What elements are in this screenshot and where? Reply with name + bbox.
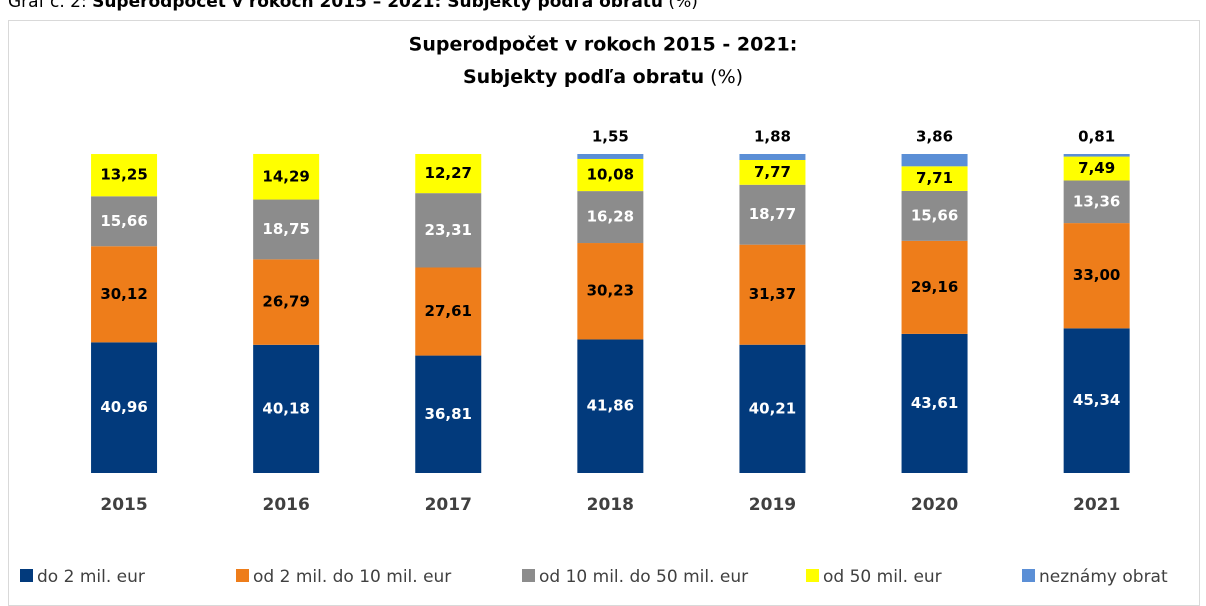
- data-label: 0,81: [1078, 128, 1115, 146]
- bar-segment: [739, 154, 806, 160]
- data-label: 13,25: [100, 166, 147, 184]
- caption-prefix: Graf č. 2:: [8, 0, 92, 12]
- caption-bold: Superodpočet v rokoch 2015 – 2021: Subje…: [92, 0, 663, 12]
- legend-swatch: [806, 569, 819, 582]
- data-label: 23,31: [425, 221, 472, 239]
- data-label: 33,00: [1073, 266, 1120, 284]
- bar-segment: [1063, 223, 1130, 329]
- data-label: 16,28: [587, 208, 634, 226]
- chart-title-2: Subjekty podľa obratu (%): [463, 66, 743, 88]
- data-label: 14,29: [262, 167, 309, 185]
- bar-segment: [577, 158, 644, 192]
- bar-segment: [253, 153, 320, 200]
- bar-segment: [901, 154, 968, 167]
- data-label: 18,75: [262, 220, 309, 238]
- data-label: 7,49: [1078, 159, 1115, 177]
- data-label: 27,61: [425, 302, 472, 320]
- data-label: 40,96: [100, 398, 147, 416]
- x-tick-label: 2021: [1073, 495, 1120, 515]
- legend-swatch: [236, 569, 249, 582]
- bar-segment: [577, 154, 644, 159]
- bar-segment: [91, 196, 158, 247]
- bar-segment: [415, 355, 482, 473]
- bar-segment: [253, 344, 320, 473]
- x-tick-label: 2017: [425, 495, 472, 515]
- data-label: 1,88: [754, 128, 791, 146]
- data-label: 10,08: [587, 166, 634, 184]
- bar-segment: [1063, 328, 1130, 473]
- data-label: 29,16: [911, 278, 958, 296]
- bar-segment: [901, 166, 968, 191]
- legend-label: do 2 mil. eur: [37, 567, 145, 587]
- chart-title: Superodpočet v rokoch 2015 - 2021:: [409, 34, 798, 56]
- data-label: 43,61: [911, 394, 958, 412]
- data-label: 13,36: [1073, 192, 1120, 210]
- bar-segment: [577, 243, 644, 340]
- legend-swatch: [20, 569, 33, 582]
- data-label: 18,77: [749, 205, 796, 223]
- data-label: 40,21: [749, 399, 796, 417]
- x-tick-label: 2020: [911, 495, 958, 515]
- legend-swatch: [1022, 569, 1035, 582]
- x-tick-label: 2018: [587, 495, 634, 515]
- legend-label: od 50 mil. eur: [823, 567, 942, 587]
- bar-segment: [901, 190, 968, 241]
- bar-segment: [1063, 156, 1130, 181]
- bar-segment: [415, 267, 482, 356]
- data-label: 12,27: [425, 164, 472, 182]
- data-label: 36,81: [425, 405, 472, 423]
- bar-segment: [577, 191, 644, 244]
- data-label: 31,37: [749, 285, 796, 303]
- bar-segment: [415, 193, 482, 268]
- data-label: 7,71: [916, 169, 953, 187]
- chart-title-unit: (%): [710, 66, 743, 88]
- x-tick-label: 2015: [100, 495, 147, 515]
- data-label: 41,86: [587, 397, 634, 415]
- data-label: 45,34: [1073, 391, 1120, 409]
- bar-segment: [577, 339, 644, 473]
- legend-label: neznámy obrat: [1039, 567, 1168, 587]
- bar-segment: [1063, 180, 1130, 224]
- bar-segment: [901, 240, 968, 334]
- x-tick-label: 2019: [749, 495, 796, 515]
- caption-suffix: (%): [663, 0, 698, 12]
- bar-segment: [253, 259, 320, 345]
- bar-segment: [739, 344, 806, 473]
- x-tick-label: 2016: [262, 495, 309, 515]
- data-label: 3,86: [916, 128, 953, 146]
- bar-segment: [415, 154, 482, 194]
- legend-swatch: [522, 569, 535, 582]
- data-label: 30,23: [587, 282, 634, 300]
- bar-segment: [739, 184, 806, 245]
- data-label: 7,77: [754, 163, 791, 181]
- bar-segment: [1063, 154, 1130, 157]
- bar-segment: [253, 199, 320, 260]
- bar-segment: [91, 342, 158, 473]
- bar-segment: [739, 244, 806, 345]
- legend-label: od 10 mil. do 50 mil. eur: [539, 567, 748, 587]
- data-label: 15,66: [100, 212, 147, 230]
- data-label: 15,66: [911, 206, 958, 224]
- data-label: 30,12: [100, 285, 147, 303]
- bar-segment: [91, 246, 158, 343]
- chart-title-line: Subjekty podľa obratu: [463, 66, 704, 88]
- data-label: 26,79: [262, 293, 309, 311]
- data-label: 40,18: [262, 399, 309, 417]
- legend-label: od 2 mil. do 10 mil. eur: [253, 567, 451, 587]
- bar-segment: [739, 159, 806, 185]
- bar-segment: [91, 154, 158, 197]
- bar-segment: [901, 333, 968, 473]
- data-label: 1,55: [592, 128, 629, 146]
- caption: Graf č. 2: Superodpočet v rokoch 2015 – …: [8, 0, 698, 12]
